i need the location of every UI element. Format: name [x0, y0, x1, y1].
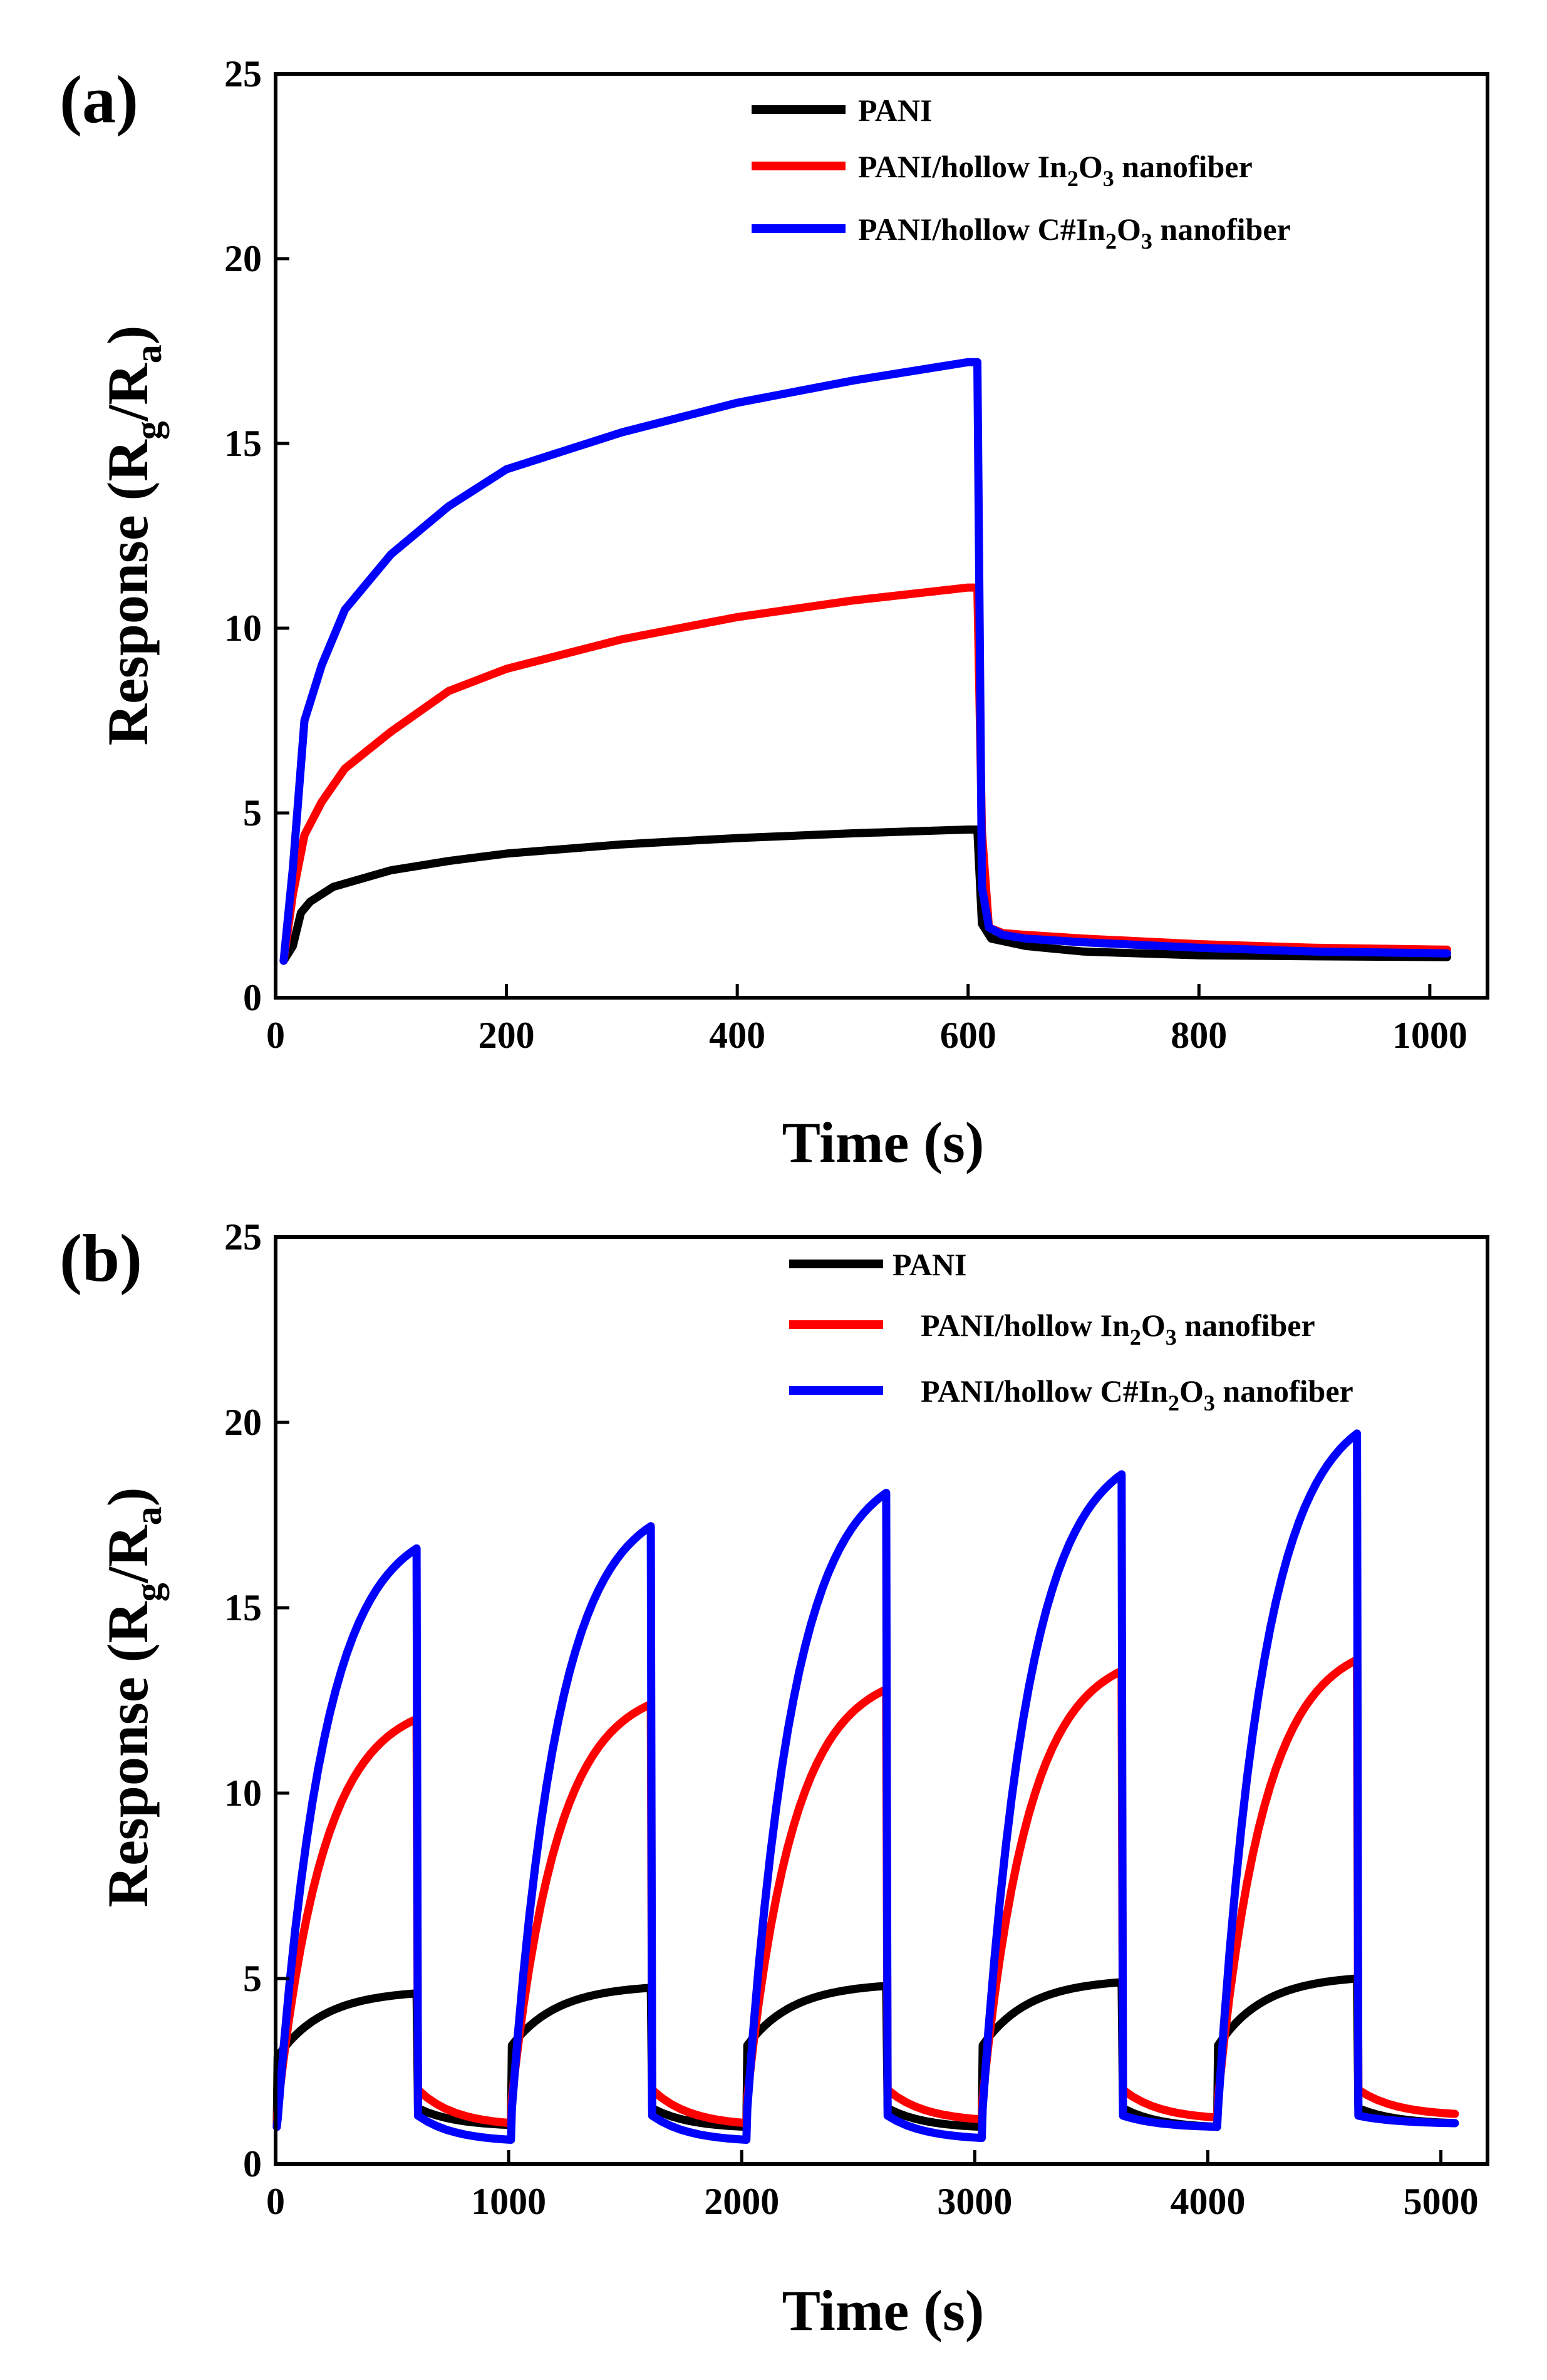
panel-a-y-tick-label: 15	[224, 423, 262, 464]
panel-a-x-tick-label: 1000	[1392, 1015, 1467, 1056]
panel-b-y-tick-label: 25	[224, 1216, 262, 1258]
legend-label-c-in2o3: PANI/hollow C#In2O3 nanofiber	[858, 212, 1291, 254]
panel-b-x-tick-label: 4000	[1170, 2181, 1245, 2222]
panel-b-x-tick-label: 1000	[471, 2181, 546, 2222]
legend-label-pani: PANI	[858, 93, 933, 128]
plot-frame-b	[274, 1235, 1489, 2166]
panel-a-x-tick-label: 0	[266, 1015, 285, 1056]
panel-a-x-tick-label: 400	[709, 1015, 765, 1056]
panel-label-b: (b)	[59, 1221, 142, 1296]
panel-b-x-tick-label: 3000	[937, 2181, 1012, 2222]
x-axis-title-a: Time (s)	[782, 1110, 985, 1174]
legend-label-in2o3: PANI/hollow In2O3 nanofiber	[858, 149, 1253, 191]
legend-b: PANI PANI/hollow In2O3 nanofiber PANI/ho…	[789, 1247, 1353, 1415]
panel-a-x-tick-label: 200	[479, 1015, 535, 1056]
panel-b-x-tick-label: 2000	[704, 2181, 779, 2222]
plot-frame-a	[274, 72, 1489, 1000]
panel-b-y-tick-label: 20	[224, 1402, 262, 1443]
panel-b-y-tick-label: 10	[224, 1772, 262, 1814]
chart-panel-a: (a) 0 200 400 600 800 1000 0 5 10 15 20 25 Time (s)…	[59, 53, 1489, 1174]
y-axis-title-b: Response (Rg/Ra)	[96, 1487, 169, 1908]
legend-label-in2o3: PANI/hollow In2O3 nanofiber	[921, 1308, 1315, 1350]
panel-a-y-tick-label: 5	[243, 792, 262, 834]
panel-b-x-tick-label: 5000	[1404, 2181, 1479, 2222]
panel-a-y-tick-label: 20	[224, 238, 262, 279]
panel-a-x-tick-label: 600	[940, 1015, 996, 1056]
panel-a-x-tick-label: 800	[1171, 1015, 1227, 1056]
panel-b-y-tick-label: 15	[224, 1587, 262, 1628]
panel-a-y-tick-label: 25	[224, 53, 262, 95]
series-line-c-in2o3	[279, 358, 1451, 965]
chart-panel-b: (b) 0 1000 2000 3000 4000 5000 0 5 10 15 20 25 Time…	[59, 1216, 1489, 2342]
series-line-pani	[272, 1974, 1459, 2131]
panel-b-y-tick-label: 5	[243, 1958, 262, 1999]
series-line-c-in2o3	[272, 1429, 1459, 2144]
legend-label-c-in2o3: PANI/hollow C#In2O3 nanofiber	[921, 1374, 1353, 1415]
panel-a-y-tick-label: 0	[243, 977, 262, 1018]
panel-label-a: (a)	[59, 63, 138, 137]
panel-b-x-tick-label: 0	[266, 2181, 285, 2222]
legend-label-pani: PANI	[892, 1247, 967, 1282]
x-axis-title-b: Time (s)	[782, 2279, 985, 2342]
series-line-in2o3	[272, 1655, 1459, 2131]
series-line-pani	[279, 825, 1451, 965]
y-axis-title-a: Response (Rg/Ra)	[96, 326, 169, 746]
legend-a: PANI PANI/hollow In2O3 nanofiber PANI/ho…	[752, 93, 1291, 254]
panel-a-y-tick-label: 10	[224, 608, 262, 649]
panel-b-y-tick-label: 0	[243, 2143, 262, 2185]
